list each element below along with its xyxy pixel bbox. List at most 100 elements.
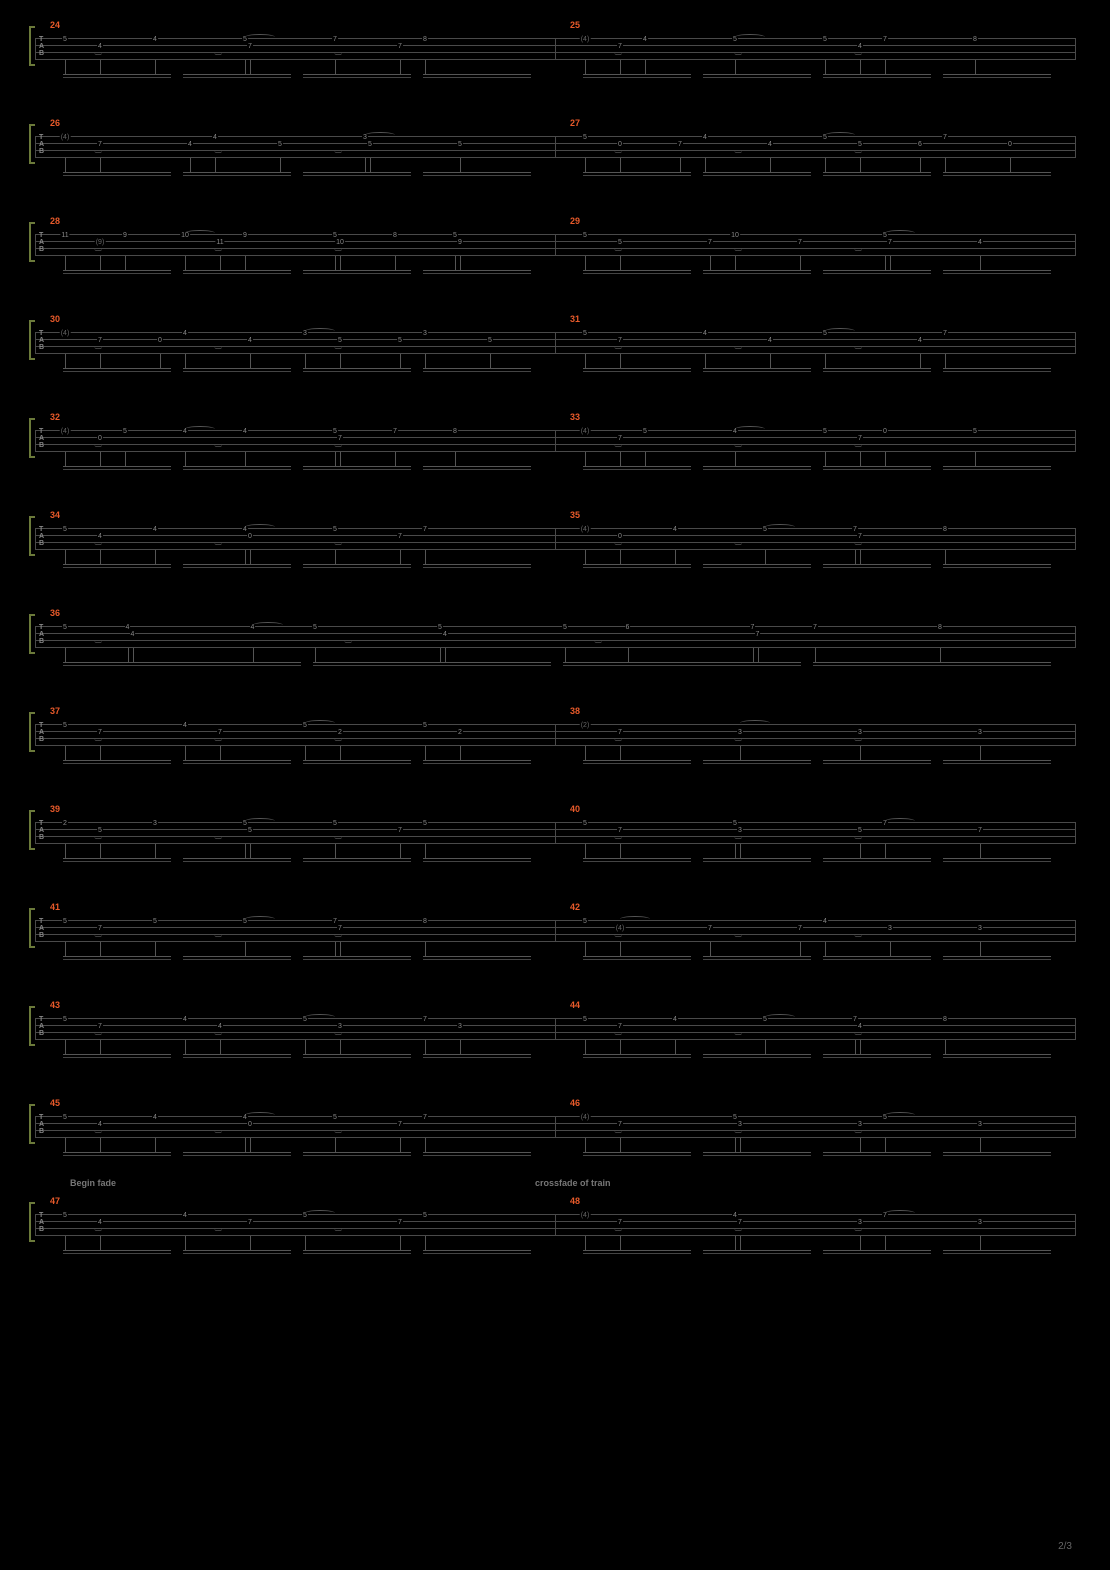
beam xyxy=(583,564,691,565)
beam xyxy=(823,371,931,372)
note-stem xyxy=(425,550,426,564)
beam xyxy=(303,959,411,960)
barline xyxy=(35,528,36,550)
slur xyxy=(365,132,395,138)
beam xyxy=(583,1152,691,1153)
note-stem xyxy=(340,354,341,368)
beam xyxy=(183,956,291,957)
note-stem xyxy=(215,158,216,172)
beam xyxy=(583,74,691,75)
fret-number: (4) xyxy=(580,1212,591,1220)
beam xyxy=(703,469,811,470)
beam xyxy=(703,1152,811,1153)
note-stem xyxy=(340,452,341,466)
fret-number: 7 xyxy=(977,827,983,835)
note-stem xyxy=(460,256,461,270)
note-stem xyxy=(65,452,66,466)
note-stem xyxy=(100,844,101,858)
fret-number: 5 xyxy=(457,141,463,149)
rest-mark: ‿ xyxy=(215,928,221,937)
rest-mark: ‿ xyxy=(735,1026,741,1035)
note-stem xyxy=(980,1236,981,1250)
fret-number: 5 xyxy=(397,337,403,345)
note-stem xyxy=(65,746,66,760)
beam xyxy=(703,959,811,960)
beam xyxy=(183,74,291,75)
rest-mark: ‿ xyxy=(615,242,621,251)
measure-number: 35 xyxy=(570,510,580,520)
fret-number: 7 xyxy=(397,1121,403,1129)
rest-mark: ‿ xyxy=(95,1124,101,1133)
note-stem xyxy=(185,256,186,270)
note-stem xyxy=(975,452,976,466)
tab-clef-label: TAB xyxy=(39,918,44,939)
note-stem xyxy=(980,746,981,760)
note-stem xyxy=(860,158,861,172)
note-stem xyxy=(100,942,101,956)
rest-mark: ‿ xyxy=(95,242,101,251)
beam xyxy=(303,77,411,78)
fret-number: 5 xyxy=(367,141,373,149)
slur xyxy=(825,132,855,138)
rest-mark: ‿ xyxy=(595,634,601,643)
beam xyxy=(943,368,1051,369)
beam xyxy=(423,760,531,761)
beam xyxy=(423,763,531,764)
note-stem xyxy=(245,1138,246,1152)
fret-number: 3 xyxy=(977,1219,983,1227)
note-stem xyxy=(190,158,191,172)
rest-mark: ‿ xyxy=(215,438,221,447)
note-stem xyxy=(65,1040,66,1054)
note-stem xyxy=(890,942,891,956)
fret-number: 9 xyxy=(242,232,248,240)
note-stem xyxy=(425,1236,426,1250)
note-stem xyxy=(335,844,336,858)
rest-mark: ‿ xyxy=(335,1222,341,1231)
note-stem xyxy=(220,746,221,760)
note-stem xyxy=(253,648,254,662)
beam xyxy=(583,175,691,176)
rest-mark: ‿ xyxy=(615,438,621,447)
note-stem xyxy=(565,648,566,662)
beam xyxy=(823,858,931,859)
beam xyxy=(583,77,691,78)
fret-number: 8 xyxy=(937,624,943,632)
beam xyxy=(303,1250,411,1251)
tab-system: TAB4354577433‿‿‿445457874‿‿‿ xyxy=(35,1010,1075,1060)
barline xyxy=(35,626,36,648)
beam xyxy=(823,270,931,271)
beam xyxy=(183,77,291,78)
note-stem xyxy=(735,1138,736,1152)
beam xyxy=(943,1057,1051,1058)
barline xyxy=(35,1018,36,1040)
beam xyxy=(63,1057,171,1058)
fret-number: (4) xyxy=(60,330,71,338)
fret-number: 4 xyxy=(917,337,923,345)
slur xyxy=(245,34,275,40)
note-stem xyxy=(128,648,129,662)
fret-number: 7 xyxy=(247,1219,253,1227)
note-stem xyxy=(585,1040,586,1054)
slur xyxy=(305,1014,335,1020)
rest-mark: ‿ xyxy=(335,536,341,545)
note-stem xyxy=(585,746,586,760)
note-stem xyxy=(245,256,246,270)
rest-mark: ‿ xyxy=(735,242,741,251)
note-stem xyxy=(920,354,921,368)
rest-mark: ‿ xyxy=(95,46,101,55)
fret-number: 5 xyxy=(122,428,128,436)
note-stem xyxy=(980,256,981,270)
note-stem xyxy=(100,354,101,368)
beam xyxy=(823,1054,931,1055)
note-stem xyxy=(460,158,461,172)
beam xyxy=(313,662,551,663)
rest-mark: ‿ xyxy=(855,1124,861,1133)
measure-number: 26 xyxy=(50,118,60,128)
note-stem xyxy=(800,942,801,956)
beam xyxy=(183,368,291,369)
beam xyxy=(63,466,171,467)
measure-number: 38 xyxy=(570,706,580,716)
note-stem xyxy=(220,1040,221,1054)
note-stem xyxy=(185,1236,186,1250)
rest-mark: ‿ xyxy=(855,46,861,55)
